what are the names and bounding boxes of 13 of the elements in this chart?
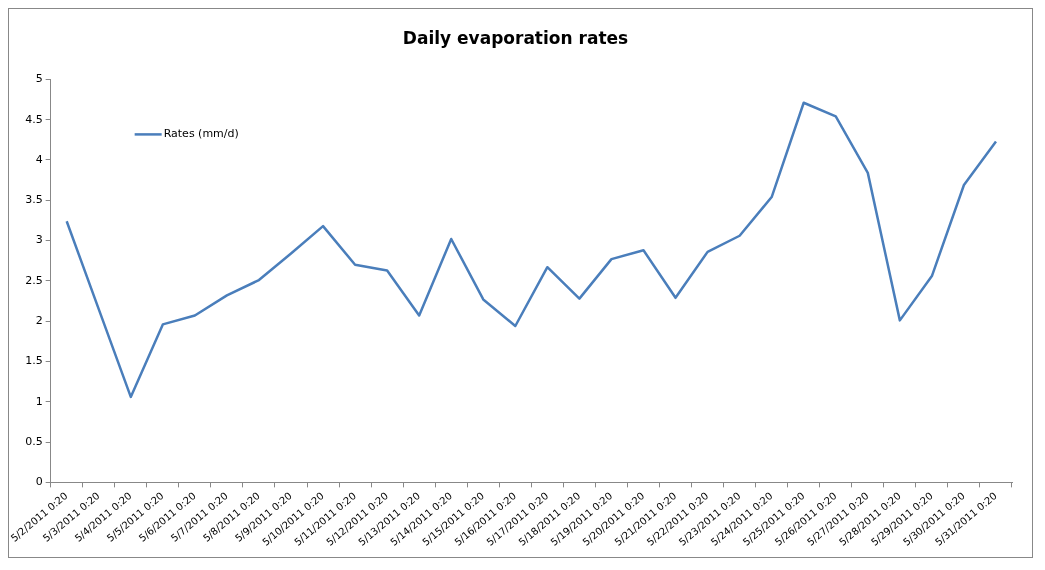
y-tick-label: 1: [35, 394, 43, 408]
legend-label: Rates (mm/d): [163, 127, 239, 141]
y-tick-label: 0.5: [25, 434, 43, 448]
y-tick-label: 5: [35, 72, 43, 86]
y-tick-label: 1.5: [25, 354, 43, 368]
chart-title: Daily evaporation rates: [402, 27, 629, 48]
y-tick-label: 4: [35, 152, 43, 166]
y-tick-label: 0: [35, 475, 43, 489]
y-tick-label: 3.5: [25, 193, 43, 207]
y-tick-label: 3: [35, 233, 43, 247]
y-tick-label: 2.5: [25, 273, 43, 287]
y-tick-label: 4.5: [25, 112, 43, 126]
y-tick-label: 2: [35, 314, 43, 328]
